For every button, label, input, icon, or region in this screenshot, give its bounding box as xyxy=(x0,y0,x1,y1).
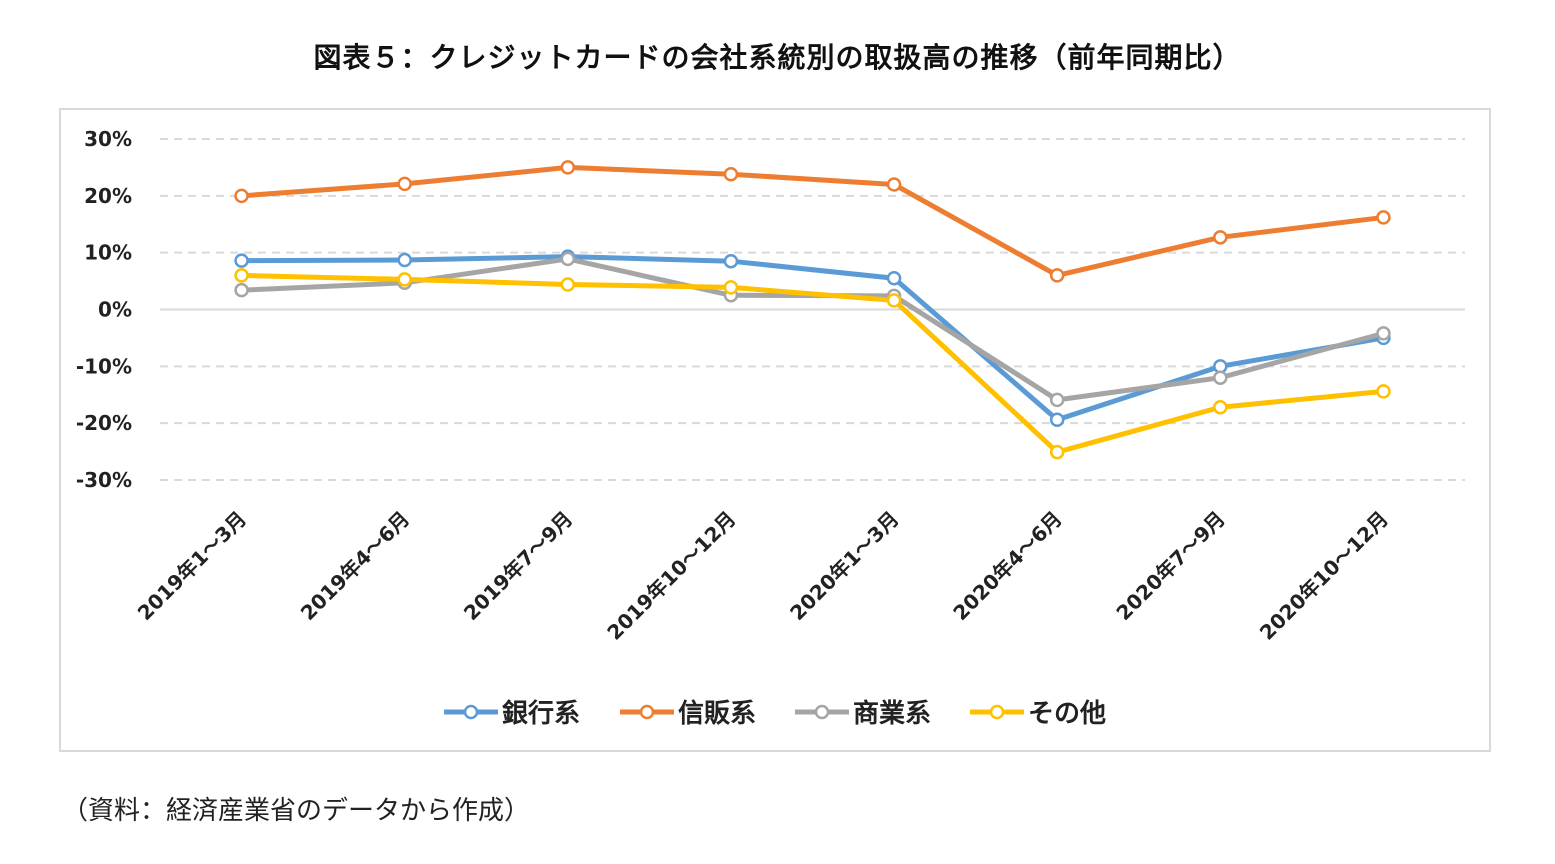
data-point xyxy=(1376,210,1391,225)
legend-item: 信販系 xyxy=(620,699,756,729)
data-point xyxy=(560,160,576,175)
legend-item: 銀行系 xyxy=(444,698,580,729)
legend-label: 商業系 xyxy=(853,698,931,729)
x-tick-label: 2020年7～9月 xyxy=(1111,507,1229,625)
x-tick-label: 2019年10～12月 xyxy=(602,507,740,645)
legend-label: 信販系 xyxy=(678,699,756,729)
data-point xyxy=(560,251,576,267)
data-point xyxy=(1213,230,1228,245)
data-point xyxy=(560,277,576,292)
source-note: （資料：経済産業省のデータから作成） xyxy=(62,796,531,826)
legend-label: 銀行系 xyxy=(502,698,580,729)
chart-title: 図表５：クレジットカードの会社系統別の取扱高の推移（前年同期比） xyxy=(313,41,1242,74)
y-tick-label: 30% xyxy=(84,127,132,151)
data-point xyxy=(234,282,249,298)
y-tick-label: -20% xyxy=(76,411,132,435)
data-point xyxy=(886,293,902,308)
data-point xyxy=(397,252,412,268)
data-point xyxy=(1213,400,1228,415)
y-tick-label: 0% xyxy=(98,298,132,322)
data-point xyxy=(234,253,249,268)
data-point xyxy=(886,270,902,286)
data-point xyxy=(397,272,412,287)
x-tick-label: 2020年10～12月 xyxy=(1255,507,1393,645)
series-4 xyxy=(234,268,1391,460)
data-point xyxy=(1376,326,1391,341)
data-point xyxy=(1049,392,1065,408)
data-point xyxy=(723,253,739,269)
data-point xyxy=(234,268,249,283)
series-line xyxy=(241,164,1384,278)
data-point xyxy=(1049,268,1065,283)
data-point xyxy=(723,280,739,295)
legend-item: 商業系 xyxy=(795,698,931,729)
y-tick-label: -30% xyxy=(76,468,132,492)
y-tick-label: 20% xyxy=(84,184,132,208)
legend-marker xyxy=(814,704,830,720)
x-tick-label: 2020年4～6月 xyxy=(948,507,1066,625)
data-point xyxy=(1376,384,1391,399)
data-point xyxy=(397,176,412,192)
legend-marker xyxy=(463,704,479,720)
legend-item: その他 xyxy=(970,699,1106,729)
data-point xyxy=(1049,412,1065,428)
series-1 xyxy=(234,249,1391,428)
y-tick-label: -10% xyxy=(76,354,132,378)
chart-frame xyxy=(59,108,1491,752)
y-tick-label: 10% xyxy=(84,241,132,265)
series-line xyxy=(241,272,1384,455)
data-point xyxy=(234,188,249,204)
legend-marker xyxy=(639,704,655,720)
x-tick-label: 2019年4～6月 xyxy=(296,507,414,625)
data-point xyxy=(1049,444,1065,460)
x-tick-label: 2020年1～3月 xyxy=(785,507,903,625)
legend-marker xyxy=(989,704,1005,720)
legend-label: その他 xyxy=(1028,699,1106,729)
data-point xyxy=(1213,370,1228,385)
x-tick-label: 2019年7～9月 xyxy=(459,507,577,625)
data-point xyxy=(886,177,902,192)
x-tick-label: 2019年1～3月 xyxy=(133,507,251,625)
series-line xyxy=(241,254,1384,423)
data-point xyxy=(723,166,739,182)
series-2 xyxy=(234,160,1391,283)
